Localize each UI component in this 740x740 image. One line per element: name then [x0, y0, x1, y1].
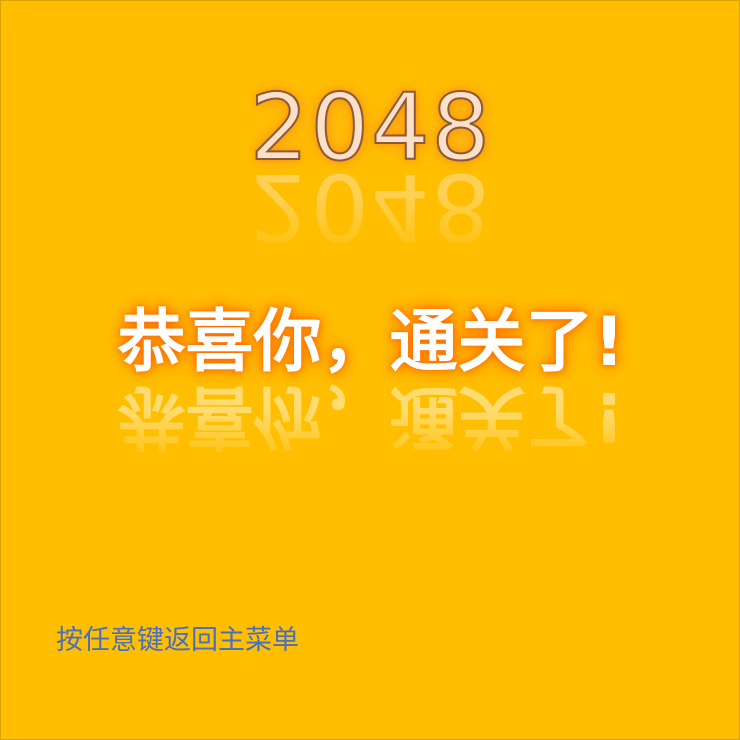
- title-block: 2048 2048: [1, 73, 740, 273]
- game-title: 2048: [249, 73, 493, 182]
- win-message: 恭喜你，通关了!: [117, 303, 625, 382]
- return-to-menu-hint: 按任意键返回主菜单: [56, 625, 299, 656]
- game-title-reflection: 2048: [249, 153, 493, 260]
- win-message-reflection: 恭喜你，通关了!: [117, 376, 625, 455]
- congrats-block: 恭喜你，通关了! 恭喜你，通关了!: [1, 293, 740, 473]
